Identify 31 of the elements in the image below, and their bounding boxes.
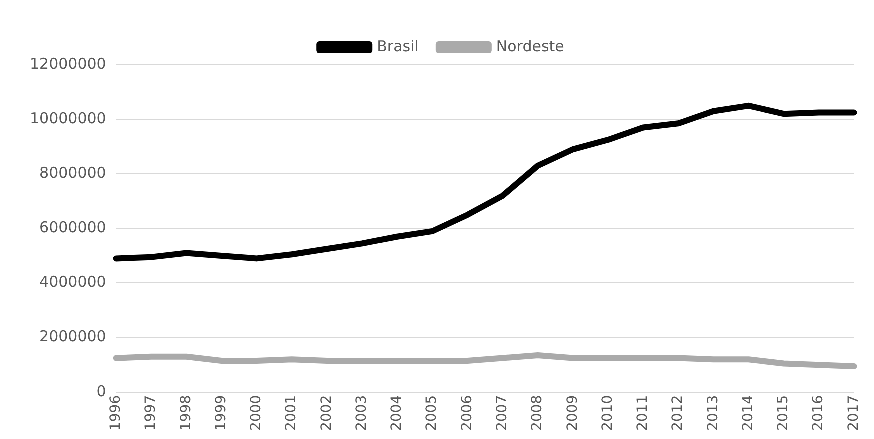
x-tick-label: 1999 bbox=[213, 395, 230, 432]
x-tick-label: 2003 bbox=[354, 395, 370, 432]
x-tick-label: 2014 bbox=[740, 395, 756, 432]
x-tick-label: 2010 bbox=[600, 395, 616, 432]
x-tick-label: 2000 bbox=[248, 395, 265, 432]
x-tick-label: 2004 bbox=[389, 395, 406, 432]
legend-label: Nordeste bbox=[496, 37, 564, 56]
x-tick-label: 2002 bbox=[318, 395, 335, 432]
x-tick-label: 2007 bbox=[494, 395, 510, 432]
x-tick-label: 1996 bbox=[108, 395, 124, 432]
y-tick-label: 4000000 bbox=[40, 273, 106, 292]
x-tick-label: 2016 bbox=[810, 395, 827, 432]
x-tick-label: 2012 bbox=[670, 395, 686, 432]
x-tick-label: 2006 bbox=[459, 395, 476, 432]
legend-label: Brasil bbox=[377, 37, 419, 56]
y-tick-label: 0 bbox=[96, 382, 106, 400]
y-tick-label: 2000000 bbox=[40, 328, 106, 346]
y-tick-label: 6000000 bbox=[40, 218, 106, 237]
x-tick-label: 2011 bbox=[635, 395, 652, 432]
x-tick-label: 2017 bbox=[846, 395, 862, 432]
x-tick-label: 2005 bbox=[424, 395, 440, 432]
x-tick-label: 2009 bbox=[564, 395, 581, 432]
y-tick-label: 8000000 bbox=[40, 164, 106, 182]
x-tick-label: 2013 bbox=[705, 395, 722, 432]
x-tick-label: 1998 bbox=[178, 395, 194, 432]
x-tick-label: 2008 bbox=[530, 395, 546, 432]
x-tick-label: 1997 bbox=[143, 395, 160, 432]
y-tick-label: 12000000 bbox=[30, 54, 106, 73]
y-tick-label: 10000000 bbox=[30, 109, 106, 128]
x-tick-label: 2001 bbox=[284, 395, 300, 432]
x-tick-label: 2015 bbox=[776, 395, 792, 432]
